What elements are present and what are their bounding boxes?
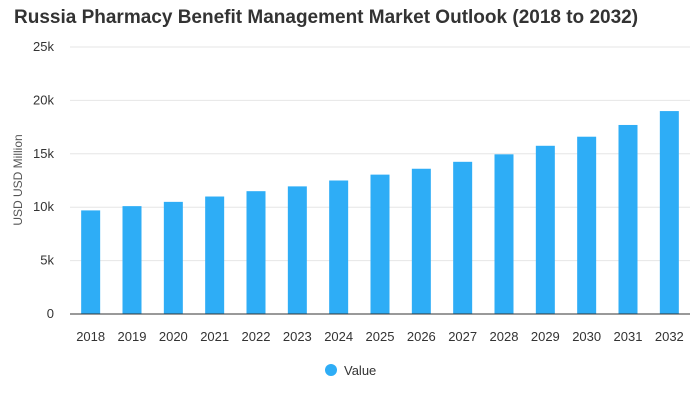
x-tick-label: 2025: [366, 329, 395, 344]
y-tick-label: 10k: [33, 199, 54, 214]
x-tick-label: 2029: [531, 329, 560, 344]
bar[interactable]: [163, 201, 183, 314]
x-tick-label: 2032: [655, 329, 684, 344]
y-tick-label: 20k: [33, 92, 54, 107]
y-tick-label: 5k: [40, 253, 54, 268]
y-tick-label: 15k: [33, 146, 54, 161]
bar[interactable]: [81, 210, 101, 314]
bar[interactable]: [411, 168, 431, 314]
x-tick-label: 2020: [159, 329, 188, 344]
x-tick-label: 2031: [614, 329, 643, 344]
bar[interactable]: [453, 161, 473, 314]
bar[interactable]: [205, 196, 225, 314]
bar[interactable]: [535, 145, 555, 314]
y-tick-label: 25k: [33, 39, 54, 54]
x-tick-label: 2021: [200, 329, 229, 344]
bar-series-value: [81, 111, 679, 315]
x-tick-label: 2030: [572, 329, 601, 344]
x-tick-label: 2027: [448, 329, 477, 344]
chart-title: Russia Pharmacy Benefit Management Marke…: [14, 7, 639, 28]
legend[interactable]: Value: [325, 363, 376, 378]
legend-label: Value: [344, 363, 376, 378]
x-axis-ticks: 2018 2019 2020 2021 2022 2023 2024 2025 2026 2027…: [76, 329, 684, 344]
bar[interactable]: [659, 111, 679, 314]
y-tick-label: 0: [47, 306, 54, 321]
bar[interactable]: [329, 180, 349, 315]
x-tick-label: 2024: [324, 329, 353, 344]
x-tick-label: 2018: [76, 329, 105, 344]
bar[interactable]: [287, 186, 307, 314]
legend-swatch: [325, 364, 337, 376]
bar[interactable]: [122, 206, 142, 314]
x-tick-label: 2028: [490, 329, 519, 344]
x-tick-label: 2023: [283, 329, 312, 344]
bar[interactable]: [618, 124, 638, 315]
x-tick-label: 2019: [118, 329, 147, 344]
x-tick-label: 2026: [407, 329, 436, 344]
bar[interactable]: [246, 191, 266, 314]
y-axis-ticks: 0 5k 10k 15k 20k 25k: [33, 39, 54, 321]
bar[interactable]: [577, 136, 597, 314]
y-axis-label: USD USD Million: [11, 134, 25, 225]
x-tick-label: 2022: [242, 329, 271, 344]
bar[interactable]: [494, 154, 514, 314]
bar[interactable]: [370, 174, 390, 314]
